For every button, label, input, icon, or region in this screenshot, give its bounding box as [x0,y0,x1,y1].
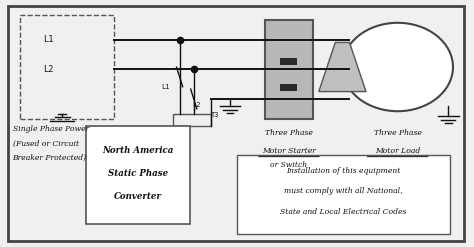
Bar [173,114,211,126]
Bar [19,15,114,119]
Text: Three Phase: Three Phase [265,129,313,137]
Text: L2: L2 [192,102,201,108]
Text: (Fused or Circuit: (Fused or Circuit [12,140,79,147]
Text: Single Phase Power: Single Phase Power [12,125,89,133]
Bar [237,155,450,234]
Text: L1: L1 [161,84,170,90]
Bar [86,126,190,224]
Text: State and Local Electrical Codes: State and Local Electrical Codes [280,208,407,216]
Text: L2: L2 [43,65,54,74]
Text: North America: North America [102,146,173,155]
Bar [265,20,313,119]
Text: L1: L1 [43,36,54,44]
Text: Motor Starter: Motor Starter [262,146,316,155]
Bar [281,58,298,64]
Text: Breaker Protected): Breaker Protected) [12,154,87,162]
Text: must comply with all National,: must comply with all National, [284,187,402,195]
Text: or Switch: or Switch [271,161,308,169]
Text: Static Phase: Static Phase [108,169,168,178]
Ellipse shape [342,23,453,111]
Text: T3: T3 [211,112,219,118]
Text: Motor Load: Motor Load [375,146,420,155]
Text: Three Phase: Three Phase [374,129,422,137]
Polygon shape [319,42,366,92]
Bar [281,84,298,91]
Text: Converter: Converter [114,192,162,201]
Text: Installation of this equipment: Installation of this equipment [286,167,401,175]
